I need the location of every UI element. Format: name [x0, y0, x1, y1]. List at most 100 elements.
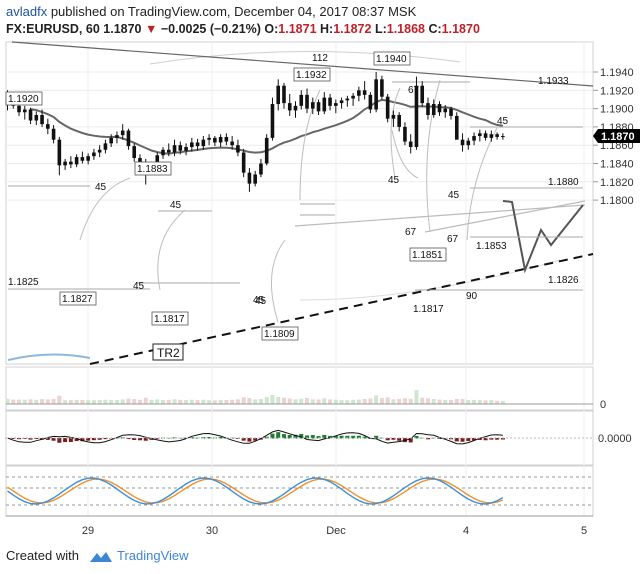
- macd-bar: [63, 438, 68, 443]
- volume-bar: [230, 399, 235, 404]
- candle-body: [466, 140, 471, 146]
- candle-body: [454, 115, 459, 140]
- volume-bar: [287, 398, 292, 404]
- candle-body: [414, 85, 419, 148]
- volume-bar: [316, 399, 321, 404]
- angle-arc: [426, 79, 441, 233]
- candle-body: [115, 135, 119, 138]
- candle-body: [46, 124, 50, 129]
- candle-body: [305, 94, 309, 109]
- angle-label: 45: [388, 175, 400, 186]
- candle-body: [259, 163, 263, 175]
- volume-bar: [195, 400, 200, 404]
- price-label-box: [5, 91, 43, 106]
- candle-body: [431, 104, 436, 116]
- candle-body: [408, 141, 413, 148]
- candle-body: [201, 139, 206, 147]
- candle-body: [322, 97, 327, 112]
- price-axis[interactable]: 1.19401.19201.19001.18801.18601.18401.18…: [593, 67, 634, 207]
- volume-bar: [166, 399, 171, 404]
- candle-body: [218, 136, 223, 143]
- low-label: L:: [374, 22, 387, 36]
- author-link[interactable]: avladfx: [6, 4, 48, 19]
- volume-bar: [385, 397, 390, 404]
- volume-bar: [466, 400, 471, 404]
- candle-body: [282, 85, 286, 104]
- volume-bar: [449, 399, 454, 404]
- candle-body: [213, 137, 217, 143]
- support-trendline-tr2: [89, 253, 594, 365]
- candle-body: [391, 115, 396, 119]
- last-price: 1.1870: [103, 22, 142, 36]
- time-tick-label: 4: [463, 525, 469, 537]
- macd-bar: [310, 435, 315, 439]
- price-label: 1.1827: [62, 294, 93, 305]
- macd-bar: [500, 438, 505, 440]
- volume-bar: [172, 399, 177, 404]
- macd-bar: [379, 437, 384, 439]
- volume-bar: [443, 399, 448, 404]
- price-label-box: [293, 67, 331, 82]
- price-label: 1.1940: [376, 54, 407, 65]
- tr2-label: TR2: [157, 346, 180, 360]
- price-label: 1.1826: [548, 275, 579, 286]
- drawing-tools[interactable]: [8, 41, 594, 365]
- macd-bar: [489, 438, 494, 440]
- candle-body: [310, 102, 315, 109]
- macd-bar: [253, 438, 258, 441]
- volume-bar: [155, 399, 160, 404]
- volume-bar: [178, 399, 183, 404]
- candle-body: [224, 136, 229, 142]
- volume-bar: [137, 399, 142, 404]
- upper-trendline: [11, 41, 594, 87]
- stochastic-pane[interactable]: [5, 465, 594, 517]
- volume-bar: [218, 399, 223, 404]
- macd-bar: [391, 438, 396, 440]
- price-label: 1.1880: [548, 177, 579, 188]
- candle-body: [276, 85, 281, 105]
- volume-bar: [189, 399, 194, 404]
- price-label: 1.1817: [413, 304, 444, 315]
- volume-bar: [63, 400, 68, 404]
- candle-body: [57, 139, 62, 166]
- candle-body: [195, 142, 200, 147]
- macd-bar: [137, 438, 142, 441]
- volume-bar: [68, 400, 73, 404]
- price-label: 1.1809: [264, 329, 295, 340]
- macd-bar: [449, 438, 454, 440]
- candle-body: [103, 143, 108, 150]
- candle-body: [385, 96, 390, 119]
- rising-channel-line-2: [424, 200, 586, 233]
- macd-bar: [132, 438, 137, 440]
- macd-bar: [466, 438, 471, 442]
- price-label-box: [373, 51, 411, 66]
- time-axis[interactable]: 29 30 Dec 4 5: [6, 515, 593, 537]
- candle-body: [403, 126, 407, 142]
- volume-bar: [322, 398, 327, 404]
- volume-bar: [34, 399, 39, 404]
- tradingview-link[interactable]: TradingView: [117, 548, 189, 563]
- volume-bar: [114, 400, 119, 404]
- tr2-label-box: [152, 343, 184, 361]
- volume-bar: [149, 399, 154, 404]
- angle-label: 45: [497, 116, 509, 127]
- low-value: 1.1868: [386, 22, 425, 36]
- macd-bar: [477, 438, 482, 440]
- candle-body: [293, 105, 298, 111]
- angle-label: 45: [448, 190, 460, 201]
- volume-bar: [293, 399, 298, 404]
- volume-bar: [51, 399, 56, 404]
- volume-bar: [207, 400, 212, 404]
- volume-bar: [258, 399, 263, 404]
- macd-bar: [22, 438, 27, 439]
- volume-bar: [310, 399, 315, 404]
- candle-body: [172, 145, 177, 153]
- stochastic-lines: [6, 476, 593, 506]
- price-label-box: [261, 326, 299, 341]
- macd-bar: [351, 435, 356, 439]
- stochastic-k-line: [7, 477, 504, 505]
- candle-body: [380, 79, 384, 97]
- volume-bar: [500, 400, 505, 404]
- volume-bar: [489, 400, 494, 404]
